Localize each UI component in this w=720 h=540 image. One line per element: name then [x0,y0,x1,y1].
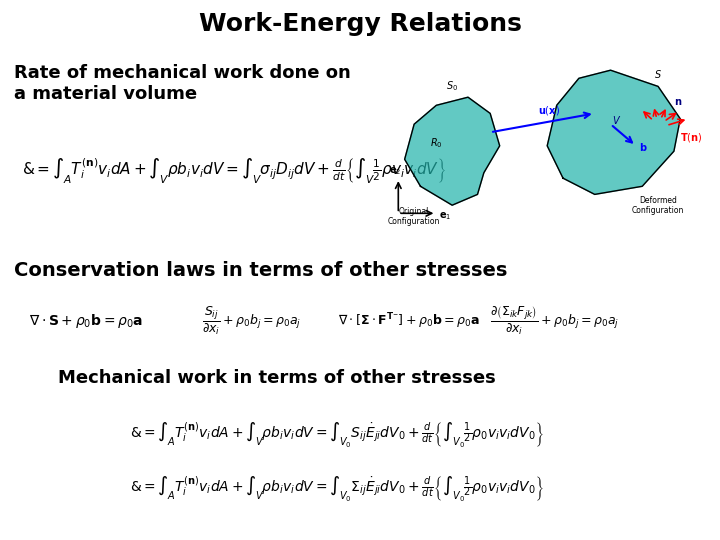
Text: $R_0$: $R_0$ [430,136,443,150]
Text: $S$: $S$ [654,68,662,80]
Text: $\nabla \cdot \mathbf{S} + \rho_0 \mathbf{b} = \rho_0 \mathbf{a}$: $\nabla \cdot \mathbf{S} + \rho_0 \mathb… [29,312,143,330]
Text: Mechanical work in terms of other stresses: Mechanical work in terms of other stress… [58,369,495,387]
Text: $&= \int_{A} T_i^{(\mathbf{n})} v_i dA + \int_{V} \rho b_i v_i dV = \int_{V_0} \: $&= \int_{A} T_i^{(\mathbf{n})} v_i dA +… [130,474,544,503]
Text: Conservation laws in terms of other stresses: Conservation laws in terms of other stre… [14,260,508,280]
Text: $S_0$: $S_0$ [446,79,458,93]
Text: $\mathbf{e}_2$: $\mathbf{e}_2$ [389,165,401,177]
Text: $\mathbf{e}_1$: $\mathbf{e}_1$ [439,211,452,222]
Text: $\mathbf{u}(\mathbf{x})$: $\mathbf{u}(\mathbf{x})$ [538,104,559,117]
Text: $\dfrac{\partial \left(\Sigma_{ik} F_{jk}\right)}{\partial x_i} + \rho_0 b_j = \: $\dfrac{\partial \left(\Sigma_{ik} F_{jk… [490,305,619,338]
Text: $&= \int_{A} T_i^{(\mathbf{n})} v_i dA + \int_{V} \rho b_i v_i dV = \int_{V_0} S: $&= \int_{A} T_i^{(\mathbf{n})} v_i dA +… [130,420,544,449]
Text: $\nabla \cdot \left[\boldsymbol{\Sigma} \cdot \mathbf{F}^{\mathbf{T}^{-}}\right]: $\nabla \cdot \left[\boldsymbol{\Sigma} … [338,312,480,331]
Text: $V$: $V$ [612,114,621,126]
Text: $\mathbf{n}$: $\mathbf{n}$ [674,97,683,107]
Text: Original
Configuration: Original Configuration [388,207,441,226]
Text: $&= \int_{A} T_i^{(\mathbf{n})} v_i dA + \int_{V} \rho b_i v_i dV = \int_{V} \si: $&= \int_{A} T_i^{(\mathbf{n})} v_i dA +… [22,156,446,185]
Polygon shape [547,70,680,194]
Text: Work-Energy Relations: Work-Energy Relations [199,12,521,36]
Text: Deformed
Configuration: Deformed Configuration [632,196,684,215]
Text: $\mathbf{T}(\mathbf{n})$: $\mathbf{T}(\mathbf{n})$ [680,131,703,144]
Text: $\mathbf{b}$: $\mathbf{b}$ [639,141,648,153]
Polygon shape [405,97,500,205]
Text: $\dfrac{S_{ij}}{\partial x_i} + \rho_0 b_j = \rho_0 a_j$: $\dfrac{S_{ij}}{\partial x_i} + \rho_0 b… [202,305,301,338]
Text: Rate of mechanical work done on
a material volume: Rate of mechanical work done on a materi… [14,64,351,103]
